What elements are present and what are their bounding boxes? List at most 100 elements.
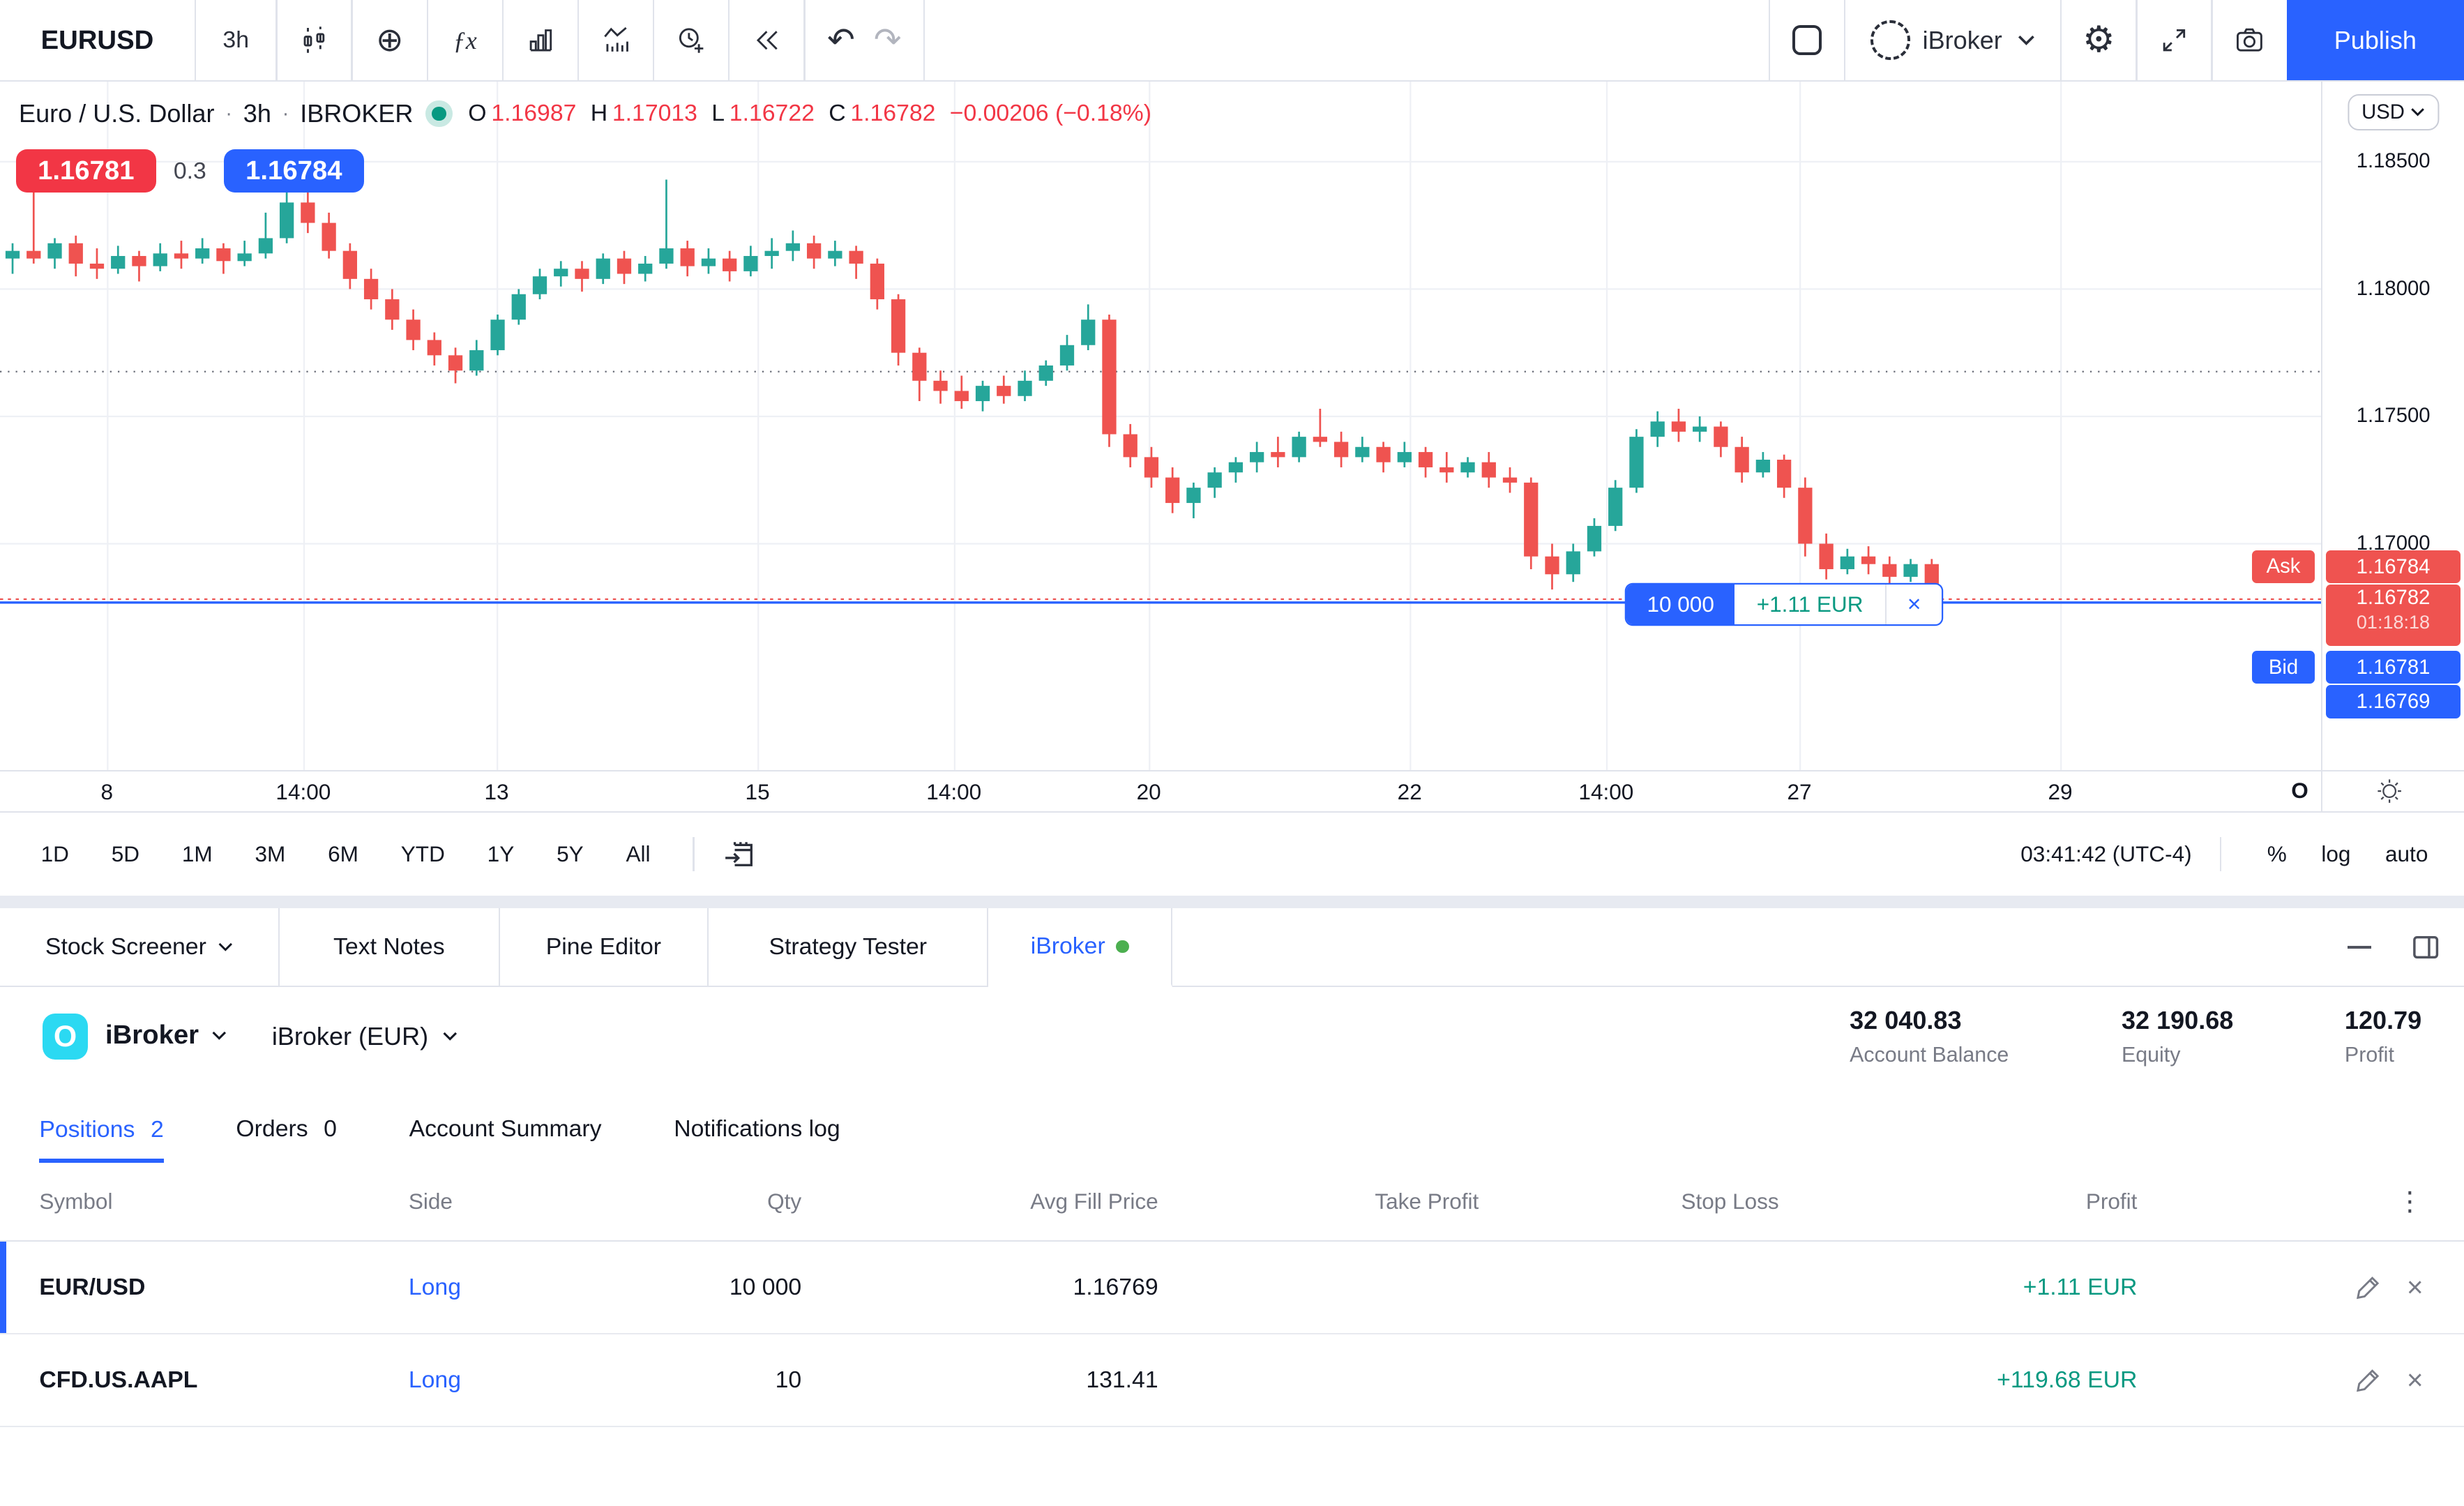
tab-stock-screener[interactable]: Stock Screener <box>0 908 280 986</box>
time-axis[interactable]: O 8 14:00 13 15 14:00 20 22 14:00 27 29 <box>0 770 2464 811</box>
side-link[interactable]: Long <box>408 1274 461 1301</box>
range-5y[interactable]: 5Y <box>557 841 584 867</box>
time-tick-label: 8 <box>100 779 113 805</box>
range-1m[interactable]: 1M <box>181 841 213 867</box>
divider <box>275 0 278 81</box>
ibroker-panel: O iBroker iBroker (EUR) 32 040.83 Accoun… <box>0 987 2464 1506</box>
divider <box>803 0 806 81</box>
subtab-positions[interactable]: Positions 2 <box>39 1115 164 1164</box>
position-row-aapl[interactable]: CFD.US.AAPL Long 10 131.41 +119.68 EUR × <box>0 1334 2464 1427</box>
divider <box>577 0 580 81</box>
chart-pane[interactable]: Euro / U.S. Dollar · 3h · IBROKER O 1.169… <box>0 82 2322 771</box>
indicators-fx-icon[interactable]: ƒx <box>453 26 477 54</box>
layout-select-icon[interactable] <box>1770 0 1844 80</box>
side-link[interactable]: Long <box>408 1366 461 1393</box>
candle-style-icon[interactable] <box>278 0 352 80</box>
change-value: −0.00206 (−0.18%) <box>949 100 1151 127</box>
buy-ask-button[interactable]: 1.16784 <box>223 149 365 193</box>
range-6m[interactable]: 6M <box>328 841 358 867</box>
symbol-search-button[interactable]: EURUSD <box>40 24 154 55</box>
broker-title-dropdown[interactable]: iBroker <box>105 1020 227 1051</box>
legend-broker[interactable]: IBROKER <box>300 98 414 128</box>
legend-interval[interactable]: 3h <box>243 98 271 128</box>
undo-icon[interactable]: ↶ <box>827 20 855 59</box>
range-all[interactable]: All <box>626 841 651 867</box>
price-tick-label: 1.18500 <box>2356 149 2431 173</box>
tab-text-notes[interactable]: Text Notes <box>280 908 500 986</box>
subtab-notifications-log[interactable]: Notifications log <box>674 1115 840 1143</box>
time-tick-label: 14:00 <box>926 779 982 805</box>
price-tick-label: 1.18000 <box>2356 276 2431 300</box>
settings-gear-icon[interactable]: ⚙ <box>2083 18 2115 61</box>
position-pnl[interactable]: +1.11 EUR <box>1756 591 1864 617</box>
tab-strategy-tester[interactable]: Strategy Tester <box>709 908 989 986</box>
broker-connection-button[interactable]: iBroker <box>1845 0 2060 80</box>
position-row-eurusd[interactable]: EUR/USD Long 10 000 1.16769 +1.11 EUR × <box>0 1242 2464 1335</box>
positions-count: 2 <box>150 1115 164 1143</box>
market-status-dot-icon[interactable] <box>432 106 446 121</box>
compare-icon[interactable]: ⊕ <box>375 20 404 59</box>
edit-position-pencil-icon[interactable] <box>2355 1366 2382 1393</box>
close-position-icon[interactable]: × <box>2406 1271 2424 1304</box>
log-scale-button[interactable]: log <box>2321 841 2351 867</box>
bar-replay-icon[interactable] <box>730 0 803 80</box>
toolbar-left-group: EURUSD 3h ⊕ ƒx <box>0 0 925 81</box>
table-menu-kebab-icon[interactable]: ⋮ <box>2396 1185 2424 1217</box>
divider <box>923 0 925 81</box>
clock-timezone-button[interactable]: 03:41:42 (UTC-4) <box>2020 841 2192 867</box>
axis-settings-icon[interactable] <box>2376 778 2403 804</box>
interval-button[interactable]: 3h <box>222 27 249 54</box>
legend-title[interactable]: Euro / U.S. Dollar <box>19 98 215 128</box>
instant-order-buttons: 1.16781 0.3 1.16784 <box>15 149 365 193</box>
range-3m[interactable]: 3M <box>255 841 286 867</box>
tab-pine-editor[interactable]: Pine Editor <box>499 908 709 986</box>
alert-icon[interactable] <box>654 0 728 80</box>
divider <box>2136 0 2138 81</box>
top-toolbar: EURUSD 3h ⊕ ƒx <box>0 0 2464 82</box>
close-value: 1.16782 <box>850 100 936 127</box>
sell-bid-button[interactable]: 1.16781 <box>15 149 157 193</box>
indicator-templates-icon[interactable] <box>504 0 577 80</box>
time-tick-label: 27 <box>1787 779 1812 805</box>
divider-band <box>0 896 2464 909</box>
ask-price-label: 1.16784 <box>2325 550 2461 583</box>
price-scale[interactable]: USD 1.16784 1.16782 01:18:18 1.16781 1.1… <box>2321 82 2464 771</box>
camera-snapshot-icon[interactable] <box>2213 0 2287 80</box>
currency-selector[interactable]: USD <box>2348 94 2440 130</box>
bar-countdown: 01:18:18 <box>2356 612 2431 633</box>
candlestick-chart[interactable] <box>0 82 2322 771</box>
subtab-account-summary[interactable]: Account Summary <box>409 1115 602 1143</box>
divider <box>2211 0 2213 81</box>
fullscreen-icon[interactable] <box>2138 0 2212 80</box>
range-1y[interactable]: 1Y <box>487 841 515 867</box>
minimize-panel-icon[interactable] <box>2348 945 2372 949</box>
open-value: 1.16987 <box>491 100 577 127</box>
auto-scale-button[interactable]: auto <box>2384 841 2428 867</box>
divider <box>2060 0 2062 81</box>
ibroker-logo: O <box>42 1014 89 1060</box>
financials-icon[interactable] <box>579 0 653 80</box>
account-selector-dropdown[interactable]: iBroker (EUR) <box>272 1022 458 1051</box>
tab-ibroker[interactable]: iBroker <box>988 908 1172 988</box>
edit-position-pencil-icon[interactable] <box>2355 1274 2382 1300</box>
position-qty-badge[interactable]: 10 000 <box>1626 585 1735 624</box>
close-position-icon[interactable]: × <box>2406 1364 2424 1396</box>
equity-stat: 32 190.68 Equity <box>2121 1006 2234 1067</box>
range-5d[interactable]: 5D <box>111 841 140 867</box>
publish-button[interactable]: Publish <box>2286 0 2464 81</box>
percent-scale-button[interactable]: % <box>2267 841 2287 867</box>
range-1d[interactable]: 1D <box>40 841 69 867</box>
spread-value: 0.3 <box>173 157 206 184</box>
last-price: 1.16782 <box>2356 586 2431 610</box>
position-close-icon[interactable]: × <box>1885 585 1942 624</box>
range-ytd[interactable]: YTD <box>400 841 445 867</box>
redo-icon[interactable]: ↷ <box>873 20 902 59</box>
goto-date-icon[interactable] <box>723 837 757 872</box>
panel-window-controls <box>2348 908 2439 986</box>
chevron-down-icon <box>443 1032 458 1041</box>
entry-price-label: 1.16769 <box>2325 685 2461 718</box>
broker-name: iBroker <box>1922 25 2002 54</box>
subtab-orders[interactable]: Orders 0 <box>236 1115 337 1143</box>
divider <box>728 0 730 81</box>
maximize-panel-icon[interactable] <box>2412 935 2439 960</box>
